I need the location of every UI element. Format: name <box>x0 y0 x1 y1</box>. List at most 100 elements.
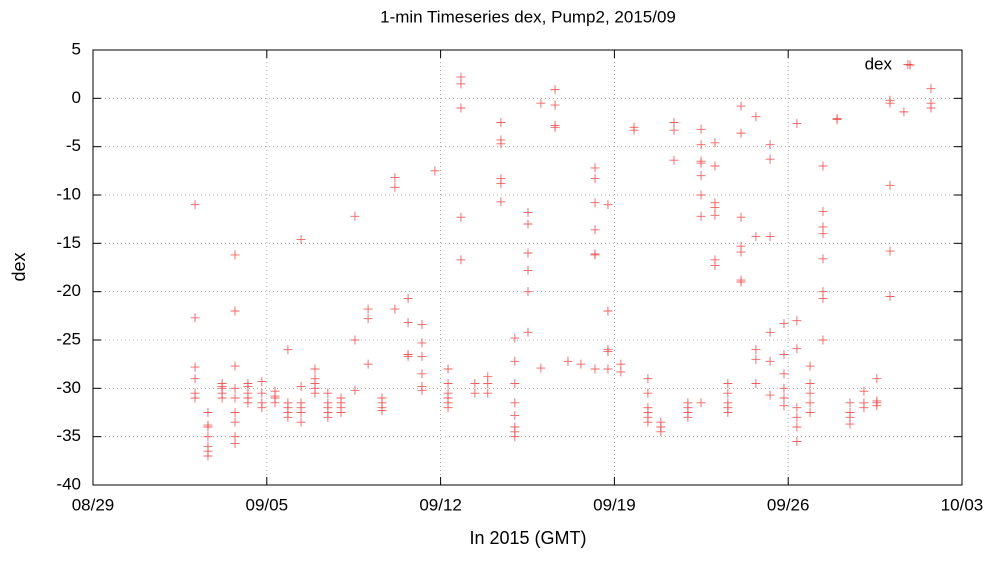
data-point <box>710 138 720 148</box>
data-point <box>903 60 913 69</box>
data-point <box>296 417 306 427</box>
data-point <box>230 417 240 427</box>
data-point <box>765 232 775 242</box>
x-tick-label: 08/29 <box>72 495 115 514</box>
data-point <box>832 115 842 125</box>
data-point <box>243 398 253 408</box>
data-point <box>818 335 828 345</box>
data-point <box>203 408 213 417</box>
data-point <box>417 351 427 361</box>
data-point <box>203 432 213 442</box>
data-point <box>217 381 227 391</box>
legend-swatch <box>905 60 915 70</box>
data-point <box>323 412 333 422</box>
data-point <box>456 255 466 265</box>
data-point <box>443 364 453 374</box>
data-point <box>456 103 466 113</box>
y-tick-label: -5 <box>66 136 81 155</box>
data-point <box>818 161 828 171</box>
data-point <box>710 261 720 271</box>
data-point <box>403 351 413 361</box>
data-point <box>550 85 560 95</box>
data-point <box>590 198 600 208</box>
data-point <box>230 361 240 371</box>
data-point <box>736 128 746 138</box>
data-point <box>510 410 520 420</box>
data-point <box>710 203 720 213</box>
data-point <box>885 180 895 190</box>
data-point <box>270 391 280 401</box>
data-point <box>751 112 761 122</box>
x-axis-title: In 2015 (GMT) <box>469 528 586 548</box>
y-axis-title: dex <box>9 252 29 281</box>
data-point <box>751 232 761 242</box>
data-point <box>190 362 200 372</box>
data-point <box>217 393 227 403</box>
data-point <box>190 393 200 403</box>
data-point <box>590 163 600 173</box>
y-tick-label: 0 <box>72 88 81 107</box>
data-point <box>496 139 506 149</box>
data-point <box>523 207 533 217</box>
data-point <box>818 229 828 239</box>
data-point <box>859 386 869 396</box>
data-point <box>723 379 733 388</box>
data-point <box>470 379 480 388</box>
data-point <box>536 363 546 373</box>
data-point <box>523 265 533 275</box>
chart-title: 1-min Timeseries dex, Pump2, 2015/09 <box>380 7 676 26</box>
data-point <box>805 398 815 408</box>
y-tick-label: -20 <box>56 281 81 300</box>
data-point <box>805 388 815 398</box>
y-tick-label: 5 <box>72 39 81 58</box>
data-point <box>496 118 506 127</box>
data-point <box>296 234 306 244</box>
y-tick-label: -10 <box>56 184 81 203</box>
x-tick-label: 09/12 <box>419 495 462 514</box>
y-tick-label: -35 <box>56 426 81 445</box>
y-tick-label: -30 <box>56 378 81 397</box>
data-point <box>751 345 761 355</box>
data-point <box>230 393 240 403</box>
data-point <box>779 393 789 403</box>
data-point <box>363 304 373 314</box>
data-point <box>510 333 520 343</box>
data-point <box>765 327 775 337</box>
data-point <box>363 359 373 369</box>
data-point <box>845 398 855 408</box>
data-point <box>669 125 679 135</box>
legend-label: dex <box>865 54 893 73</box>
data-point <box>283 345 293 355</box>
data-point <box>230 438 240 448</box>
data-point <box>190 374 200 384</box>
data-point <box>390 173 400 183</box>
data-point <box>751 354 761 364</box>
data-point <box>243 381 253 391</box>
data-point <box>779 350 789 359</box>
data-point <box>296 408 306 417</box>
data-point <box>643 388 653 398</box>
data-point <box>779 401 789 411</box>
data-point <box>751 379 761 388</box>
data-point <box>765 356 775 366</box>
data-point <box>805 379 815 388</box>
data-point <box>230 250 240 260</box>
data-point <box>710 161 720 171</box>
data-point <box>885 246 895 256</box>
data-point <box>390 182 400 192</box>
data-point <box>390 304 400 314</box>
data-point <box>669 118 679 127</box>
data-point <box>805 408 815 417</box>
data-point <box>403 293 413 303</box>
data-point <box>792 344 802 354</box>
data-point <box>190 313 200 323</box>
data-point <box>417 385 427 395</box>
data-point <box>230 408 240 417</box>
data-point <box>523 248 533 258</box>
data-point <box>792 422 802 432</box>
data-point <box>430 166 440 176</box>
data-point <box>417 320 427 330</box>
data-point <box>603 364 613 374</box>
data-point <box>792 118 802 128</box>
